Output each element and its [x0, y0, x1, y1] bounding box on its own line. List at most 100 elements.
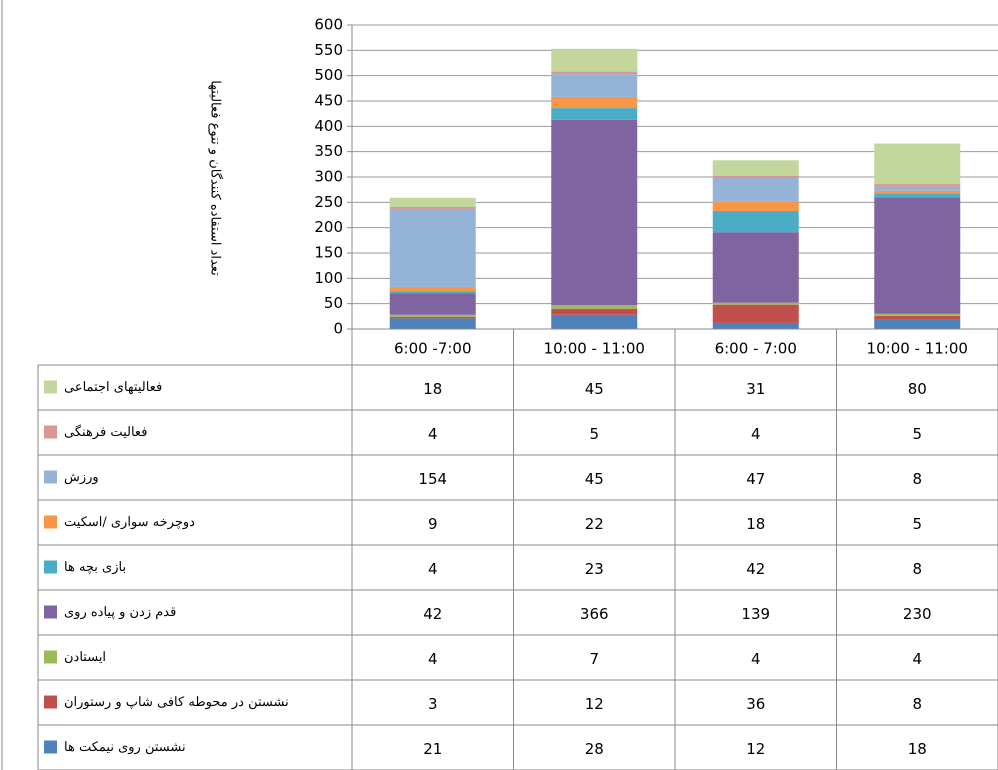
table-value: 4 [912, 650, 922, 668]
bar-segment [874, 315, 961, 320]
bar-segment [551, 74, 638, 97]
bar-segment [551, 48, 638, 72]
bar-segment [551, 96, 638, 109]
bar-segment [874, 186, 961, 191]
bar-segment [389, 314, 476, 317]
x-tick-label: 6:00 -7:00 [394, 340, 472, 358]
bar-segment [874, 319, 961, 329]
table-value: 5 [589, 425, 599, 443]
table-value: 42 [423, 605, 442, 623]
table-value: 36 [746, 695, 765, 713]
table-value: 42 [746, 560, 765, 578]
legend-label: قدم زدن و پیاده روی [64, 605, 176, 620]
bar-segment [712, 322, 799, 329]
table-value: 4 [428, 560, 438, 578]
table-value: 18 [746, 515, 765, 533]
legend-key [44, 560, 57, 574]
table-value: 154 [418, 470, 447, 488]
legend-label: فعالیتهای اجتماعی [64, 380, 162, 395]
bar-segment [874, 313, 961, 316]
y-tick-label: 150 [314, 244, 343, 262]
table-value: 139 [741, 605, 770, 623]
x-tick-label: 10:00 - 11:00 [544, 340, 645, 358]
bar-segment [551, 71, 638, 75]
bar-segment [712, 232, 799, 303]
bar-segment [712, 201, 799, 211]
legend-label: ورزش [64, 470, 99, 485]
bar-segment [874, 190, 961, 194]
legend-key [44, 605, 57, 619]
table-value: 31 [746, 380, 765, 398]
bar-segment [389, 318, 476, 329]
bar-segment [874, 193, 961, 198]
bar-segment [874, 197, 961, 314]
table-value: 45 [585, 380, 604, 398]
bar-segment [551, 108, 638, 120]
bar-segment [712, 304, 799, 323]
table-value: 4 [428, 650, 438, 668]
table-value: 8 [912, 695, 922, 713]
bar-segment [389, 208, 476, 287]
y-tick-label: 100 [314, 269, 343, 287]
bar-segment [712, 175, 799, 179]
bar-segment [389, 316, 476, 319]
legend-key [44, 470, 57, 484]
bar-segment [712, 178, 799, 202]
bar-segment [389, 206, 476, 209]
y-tick-label: 50 [324, 294, 343, 312]
table-value: 45 [585, 470, 604, 488]
table-value: 5 [912, 425, 922, 443]
legend-label: دوچرخه سواری /اسکیت [64, 515, 195, 530]
bar-segment [551, 305, 638, 309]
table-value: 7 [589, 650, 599, 668]
legend-key [44, 650, 57, 664]
table-value: 47 [746, 470, 765, 488]
legend-key [44, 695, 57, 709]
table-value: 23 [585, 560, 604, 578]
y-tick-label: 250 [314, 193, 343, 211]
y-tick-label: 350 [314, 142, 343, 160]
table-value: 3 [428, 695, 438, 713]
bar-segment [389, 197, 476, 207]
y-tick-label: 550 [314, 41, 343, 59]
legend-key [44, 380, 57, 394]
table-value: 12 [746, 740, 765, 758]
bar-segment [389, 293, 476, 315]
y-tick-label: 0 [333, 320, 343, 338]
bar-segment [874, 143, 961, 185]
table-value: 8 [912, 560, 922, 578]
bar-segment [874, 184, 961, 187]
bar-segment [389, 286, 476, 292]
table-value: 80 [908, 380, 927, 398]
legend-label: ایستادن [64, 650, 106, 665]
table-value: 4 [751, 425, 761, 443]
table-value: 9 [428, 515, 438, 533]
y-tick-label: 450 [314, 92, 343, 110]
table-value: 5 [912, 515, 922, 533]
y-tick-label: 400 [314, 117, 343, 135]
legend-key [44, 425, 57, 439]
legend-label: نشستن در محوطه کافی شاپ و رستوران [64, 695, 289, 710]
table-value: 28 [585, 740, 604, 758]
legend-label: نشستن روی نیمکت ها [64, 740, 186, 755]
bar-segment [551, 314, 638, 329]
table-value: 21 [423, 740, 442, 758]
table-value: 4 [428, 425, 438, 443]
table-value: 12 [585, 695, 604, 713]
x-tick-label: 6:00 - 7:00 [715, 340, 797, 358]
bar-segment [389, 291, 476, 294]
bar-segment [712, 302, 799, 305]
bar-segment [551, 308, 638, 315]
table-value: 230 [903, 605, 932, 623]
legend-label: بازی بچه ها [64, 560, 126, 575]
table-value: 4 [751, 650, 761, 668]
y-tick-label: 500 [314, 66, 343, 84]
table-value: 366 [580, 605, 609, 623]
bar-segment [551, 119, 638, 306]
y-tick-label: 200 [314, 218, 343, 236]
bar-segment [712, 160, 799, 176]
table-value: 18 [908, 740, 927, 758]
y-axis-title: تعداد استفاده کنندگان و تنوع فعالیتها [208, 80, 224, 276]
bar-segment [712, 210, 799, 233]
